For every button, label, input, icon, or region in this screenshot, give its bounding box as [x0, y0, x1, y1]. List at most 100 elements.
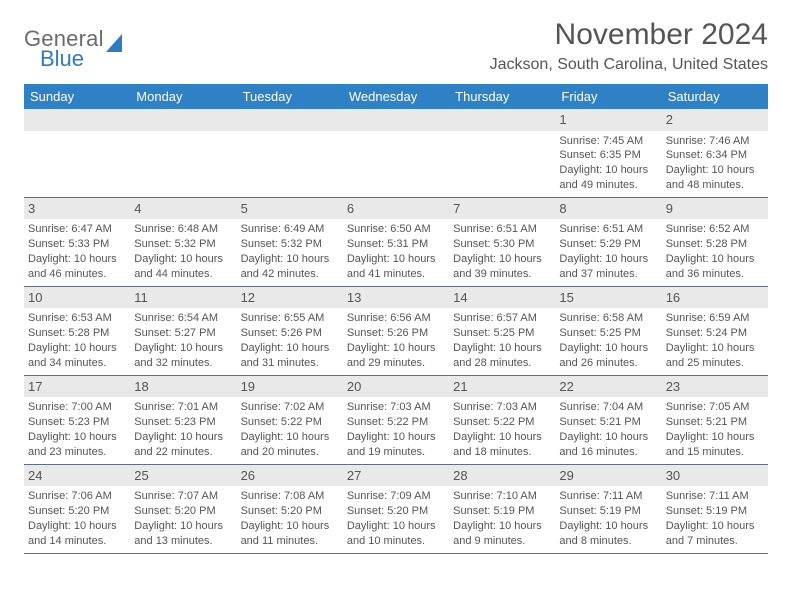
sail-icon: [106, 34, 122, 52]
day-number: 1: [555, 109, 661, 131]
sunrise-line: Sunrise: 7:11 AM: [559, 489, 657, 504]
sunset-line: Sunset: 5:23 PM: [28, 415, 126, 430]
day-number: [237, 109, 343, 131]
day-number: 4: [130, 198, 236, 220]
day-cell: 18Sunrise: 7:01 AMSunset: 5:23 PMDayligh…: [130, 376, 236, 464]
day-number: 14: [449, 287, 555, 309]
week-row: 10Sunrise: 6:53 AMSunset: 5:28 PMDayligh…: [24, 287, 768, 376]
sunrise-line: Sunrise: 6:53 AM: [28, 311, 126, 326]
week-row: 24Sunrise: 7:06 AMSunset: 5:20 PMDayligh…: [24, 465, 768, 554]
daylight-line: Daylight: 10 hours and 7 minutes.: [666, 519, 764, 549]
daylight-line: Daylight: 10 hours and 22 minutes.: [134, 430, 232, 460]
header: General Blue November 2024 Jackson, Sout…: [24, 18, 768, 74]
day-number: 26: [237, 465, 343, 487]
day-cell: 16Sunrise: 6:59 AMSunset: 5:24 PMDayligh…: [662, 287, 768, 375]
day-cell: 6Sunrise: 6:50 AMSunset: 5:31 PMDaylight…: [343, 198, 449, 286]
daylight-line: Daylight: 10 hours and 32 minutes.: [134, 341, 232, 371]
daylight-line: Daylight: 10 hours and 44 minutes.: [134, 252, 232, 282]
title-block: November 2024 Jackson, South Carolina, U…: [490, 18, 768, 74]
daylight-line: Daylight: 10 hours and 25 minutes.: [666, 341, 764, 371]
sunset-line: Sunset: 5:23 PM: [134, 415, 232, 430]
day-cell: 23Sunrise: 7:05 AMSunset: 5:21 PMDayligh…: [662, 376, 768, 464]
day-cell: 1Sunrise: 7:45 AMSunset: 6:35 PMDaylight…: [555, 109, 661, 197]
day-label: Tuesday: [237, 84, 343, 109]
sunrise-line: Sunrise: 6:59 AM: [666, 311, 764, 326]
daylight-line: Daylight: 10 hours and 11 minutes.: [241, 519, 339, 549]
day-number: 18: [130, 376, 236, 398]
daylight-line: Daylight: 10 hours and 20 minutes.: [241, 430, 339, 460]
day-number: 20: [343, 376, 449, 398]
day-number: [449, 109, 555, 131]
week-row: 1Sunrise: 7:45 AMSunset: 6:35 PMDaylight…: [24, 109, 768, 198]
sunrise-line: Sunrise: 6:50 AM: [347, 222, 445, 237]
sunrise-line: Sunrise: 6:54 AM: [134, 311, 232, 326]
sunrise-line: Sunrise: 6:56 AM: [347, 311, 445, 326]
sunrise-line: Sunrise: 6:55 AM: [241, 311, 339, 326]
daylight-line: Daylight: 10 hours and 39 minutes.: [453, 252, 551, 282]
day-number: 30: [662, 465, 768, 487]
calendar: SundayMondayTuesdayWednesdayThursdayFrid…: [24, 84, 768, 554]
day-number: 5: [237, 198, 343, 220]
sunset-line: Sunset: 5:20 PM: [347, 504, 445, 519]
daylight-line: Daylight: 10 hours and 14 minutes.: [28, 519, 126, 549]
sunset-line: Sunset: 5:22 PM: [453, 415, 551, 430]
day-number: [24, 109, 130, 131]
day-number: 6: [343, 198, 449, 220]
day-number: 28: [449, 465, 555, 487]
sunset-line: Sunset: 5:27 PM: [134, 326, 232, 341]
day-label: Monday: [130, 84, 236, 109]
location: Jackson, South Carolina, United States: [490, 56, 768, 74]
sunset-line: Sunset: 6:34 PM: [666, 148, 764, 163]
daylight-line: Daylight: 10 hours and 28 minutes.: [453, 341, 551, 371]
day-number: 17: [24, 376, 130, 398]
sunrise-line: Sunrise: 6:52 AM: [666, 222, 764, 237]
day-cell: 9Sunrise: 6:52 AMSunset: 5:28 PMDaylight…: [662, 198, 768, 286]
sunset-line: Sunset: 5:31 PM: [347, 237, 445, 252]
sunset-line: Sunset: 5:32 PM: [241, 237, 339, 252]
day-cell: 22Sunrise: 7:04 AMSunset: 5:21 PMDayligh…: [555, 376, 661, 464]
sunset-line: Sunset: 5:29 PM: [559, 237, 657, 252]
daylight-line: Daylight: 10 hours and 19 minutes.: [347, 430, 445, 460]
day-cell: 26Sunrise: 7:08 AMSunset: 5:20 PMDayligh…: [237, 465, 343, 553]
daylight-line: Daylight: 10 hours and 34 minutes.: [28, 341, 126, 371]
daylight-line: Daylight: 10 hours and 15 minutes.: [666, 430, 764, 460]
sunset-line: Sunset: 5:28 PM: [28, 326, 126, 341]
sunset-line: Sunset: 5:20 PM: [134, 504, 232, 519]
calendar-header: SundayMondayTuesdayWednesdayThursdayFrid…: [24, 84, 768, 109]
sunset-line: Sunset: 5:25 PM: [453, 326, 551, 341]
sunset-line: Sunset: 5:21 PM: [559, 415, 657, 430]
daylight-line: Daylight: 10 hours and 10 minutes.: [347, 519, 445, 549]
sunset-line: Sunset: 5:21 PM: [666, 415, 764, 430]
daylight-line: Daylight: 10 hours and 42 minutes.: [241, 252, 339, 282]
sunrise-line: Sunrise: 7:07 AM: [134, 489, 232, 504]
day-number: 29: [555, 465, 661, 487]
sunset-line: Sunset: 5:26 PM: [241, 326, 339, 341]
calendar-body: 1Sunrise: 7:45 AMSunset: 6:35 PMDaylight…: [24, 109, 768, 554]
day-cell: 12Sunrise: 6:55 AMSunset: 5:26 PMDayligh…: [237, 287, 343, 375]
daylight-line: Daylight: 10 hours and 26 minutes.: [559, 341, 657, 371]
day-number: 15: [555, 287, 661, 309]
day-number: 12: [237, 287, 343, 309]
day-cell: 24Sunrise: 7:06 AMSunset: 5:20 PMDayligh…: [24, 465, 130, 553]
daylight-line: Daylight: 10 hours and 8 minutes.: [559, 519, 657, 549]
sunrise-line: Sunrise: 7:11 AM: [666, 489, 764, 504]
daylight-line: Daylight: 10 hours and 36 minutes.: [666, 252, 764, 282]
daylight-line: Daylight: 10 hours and 16 minutes.: [559, 430, 657, 460]
daylight-line: Daylight: 10 hours and 46 minutes.: [28, 252, 126, 282]
sunrise-line: Sunrise: 6:51 AM: [559, 222, 657, 237]
day-number: [130, 109, 236, 131]
sunrise-line: Sunrise: 7:45 AM: [559, 134, 657, 149]
day-cell: 8Sunrise: 6:51 AMSunset: 5:29 PMDaylight…: [555, 198, 661, 286]
sunset-line: Sunset: 5:25 PM: [559, 326, 657, 341]
daylight-line: Daylight: 10 hours and 49 minutes.: [559, 163, 657, 193]
sunrise-line: Sunrise: 7:10 AM: [453, 489, 551, 504]
day-cell: 17Sunrise: 7:00 AMSunset: 5:23 PMDayligh…: [24, 376, 130, 464]
day-number: 24: [24, 465, 130, 487]
sunrise-line: Sunrise: 6:51 AM: [453, 222, 551, 237]
month-title: November 2024: [490, 18, 768, 52]
sunset-line: Sunset: 5:22 PM: [347, 415, 445, 430]
day-label: Sunday: [24, 84, 130, 109]
sunrise-line: Sunrise: 7:02 AM: [241, 400, 339, 415]
sunset-line: Sunset: 5:19 PM: [559, 504, 657, 519]
daylight-line: Daylight: 10 hours and 29 minutes.: [347, 341, 445, 371]
